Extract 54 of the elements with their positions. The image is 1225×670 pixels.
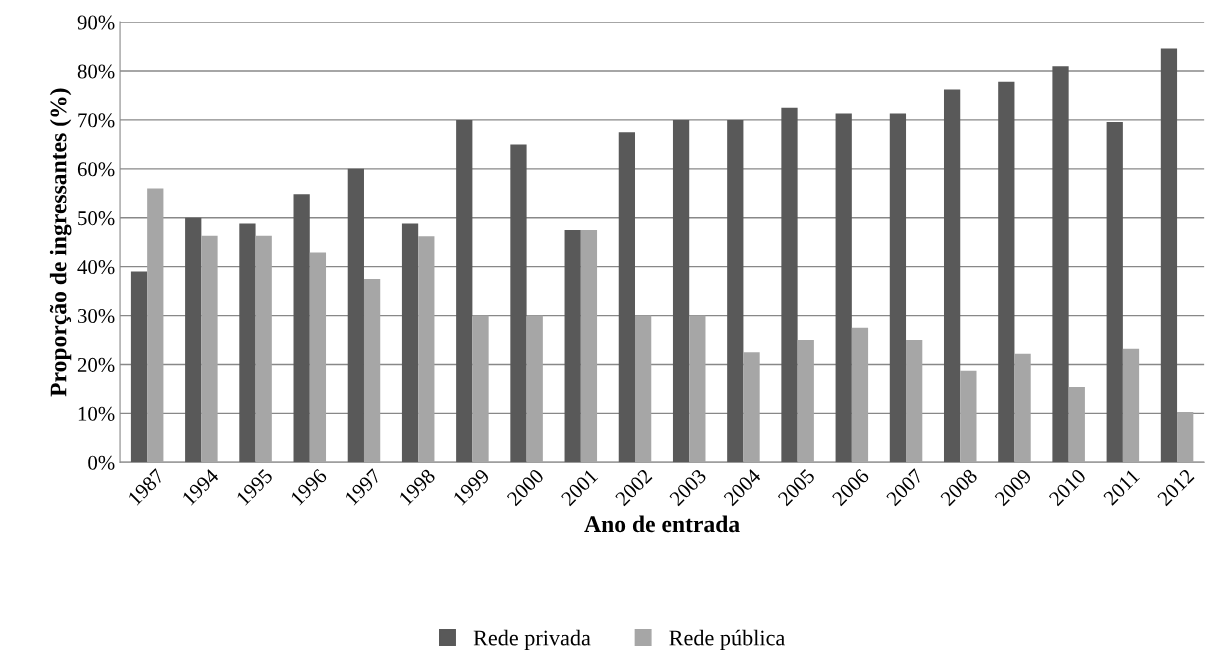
bar: [1068, 386, 1085, 463]
y-tick-label: 60%: [77, 162, 115, 177]
bar: [835, 113, 852, 463]
bar: [889, 113, 907, 463]
bar: [635, 315, 652, 463]
bar: [526, 315, 543, 463]
y-tick-label: 90%: [77, 15, 115, 30]
bar: [239, 223, 256, 463]
bar: [363, 278, 381, 463]
y-tick-label: 0%: [88, 455, 115, 470]
bar: [618, 132, 636, 463]
bar: [472, 315, 489, 463]
y-tick-label: 50%: [78, 211, 115, 226]
bar: [185, 217, 202, 463]
bar: [943, 89, 961, 463]
bar: [781, 107, 798, 463]
bar: [998, 81, 1015, 463]
y-tick-label: 70%: [78, 113, 115, 128]
bar: [293, 194, 310, 463]
y-tick-label: 10%: [78, 406, 115, 421]
bar: [1122, 348, 1140, 463]
bar: [510, 144, 527, 463]
bar: [743, 352, 760, 463]
bar: [401, 223, 419, 463]
bar: [456, 119, 473, 463]
bar: [147, 188, 164, 463]
bar: [960, 370, 977, 463]
legend-label: Rede privada: [473, 629, 591, 650]
bar: [418, 236, 435, 463]
bar: [564, 229, 581, 463]
y-tick-label: 20%: [77, 357, 115, 372]
y-tick-label: 80%: [77, 64, 115, 79]
bar: [1052, 66, 1069, 463]
bar: [672, 119, 690, 463]
bar: [906, 340, 923, 463]
bar: [255, 235, 272, 463]
x-axis-title: Ano de entrada: [584, 515, 740, 533]
bar: [1014, 353, 1031, 463]
bar: [309, 252, 327, 463]
bar: [201, 235, 218, 463]
legend-label: Rede pública: [669, 629, 785, 650]
y-tick-label: 40%: [77, 260, 115, 275]
bar: [1177, 411, 1194, 463]
bar: [130, 271, 148, 463]
bar: [797, 340, 814, 463]
bar: [1160, 48, 1178, 463]
bar: [1106, 121, 1123, 463]
bar: [689, 315, 706, 463]
bar: [347, 168, 364, 463]
bar: [580, 229, 598, 463]
bar: [727, 119, 744, 463]
y-tick-label: 30%: [78, 308, 115, 324]
bar: [851, 327, 869, 463]
y-axis-title: Proporção de ingressantes (%): [49, 88, 72, 397]
